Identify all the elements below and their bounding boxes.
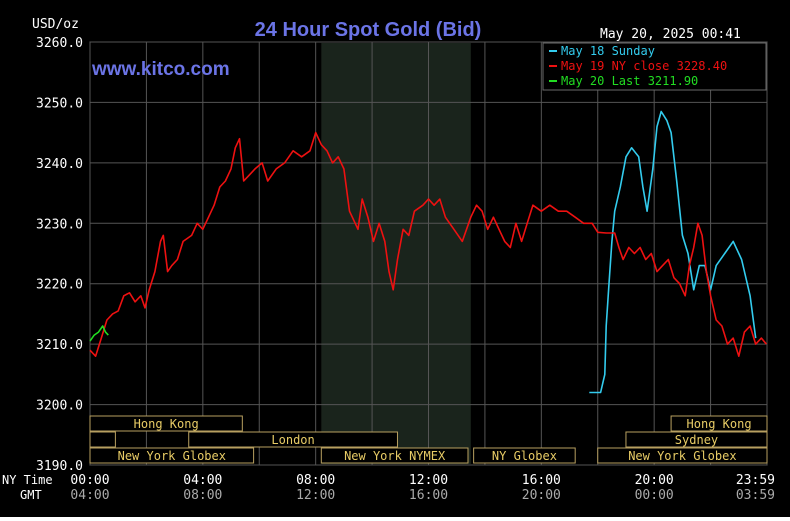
legend-box xyxy=(542,42,767,91)
y-tick-label: 3190.0 xyxy=(36,459,83,474)
nymex-shade xyxy=(321,43,471,464)
series-line xyxy=(589,110,757,394)
ny-time-row-label: NY Time xyxy=(2,473,53,487)
chart-ylabel: USD/oz xyxy=(32,17,79,32)
x-tick-labels: 00:0004:0004:0008:0008:0012:0012:0016:00… xyxy=(70,473,775,503)
x-tick-label-gmt: 08:00 xyxy=(183,488,222,503)
session-label: London xyxy=(271,433,314,447)
x-tick-label-gmt: 12:00 xyxy=(296,488,335,503)
session-bar xyxy=(188,431,398,448)
x-tick-label-ny: 08:00 xyxy=(296,473,335,488)
session-label: New York NYMEX xyxy=(344,449,446,463)
legend-entry: May 20 Last 3211.90 xyxy=(561,74,698,88)
session-bars: Hong Kong Hong Kong London Sydney New York G… xyxy=(89,415,768,464)
session-label: Hong Kong xyxy=(134,417,199,431)
x-tick-label-ny: 12:00 xyxy=(409,473,448,488)
session-bar xyxy=(597,447,768,464)
nymex-session-shade xyxy=(321,43,471,464)
session-bar xyxy=(625,431,768,448)
legend-entry: May 18 Sunday xyxy=(561,44,655,58)
series-line xyxy=(89,325,109,342)
session-label: Hong Kong xyxy=(687,417,752,431)
x-tick-label-ny: 04:00 xyxy=(183,473,222,488)
y-tick-label: 3250.0 xyxy=(36,96,83,111)
x-tick-label-gmt: 16:00 xyxy=(409,488,448,503)
series-lines xyxy=(89,110,768,394)
y-tick-label: 3200.0 xyxy=(36,399,83,414)
y-tick-label: 3260.0 xyxy=(36,36,83,51)
session-label: New York Globex xyxy=(628,449,736,463)
x-tick-label-gmt: 00:00 xyxy=(635,488,674,503)
y-tick-label: 3210.0 xyxy=(36,338,83,353)
series-line xyxy=(89,131,768,357)
chart-title: 24 Hour Spot Gold (Bid) xyxy=(255,19,482,41)
y-tick-label: 3220.0 xyxy=(36,278,83,293)
session-bar xyxy=(320,447,469,464)
y-tick-label: 3230.0 xyxy=(36,217,83,232)
x-tick-label-gmt: 04:00 xyxy=(70,488,109,503)
y-tick-labels: 3190.0 3200.0 3210.0 3220.0 3230.0 3240.0 3250… xyxy=(36,36,83,474)
session-bar xyxy=(89,447,255,464)
session-bar xyxy=(473,447,576,464)
session-label: Sydney xyxy=(675,433,718,447)
x-tick-label-ny: 20:00 xyxy=(635,473,674,488)
x-tick-label-ny: 16:00 xyxy=(522,473,561,488)
session-bar xyxy=(670,415,768,432)
session-label: New York Globex xyxy=(118,449,226,463)
x-tick-label-gmt: 20:00 xyxy=(522,488,561,503)
x-tick-label-ny: 23:59 xyxy=(736,473,775,488)
chart-timestamp: May 20, 2025 00:41 xyxy=(600,27,741,42)
x-tick-label-gmt: 03:59 xyxy=(736,488,775,503)
session-bar xyxy=(89,431,116,448)
y-tick-label: 3240.0 xyxy=(36,157,83,172)
session-label: NY Globex xyxy=(492,449,557,463)
website-label: www.kitco.com xyxy=(91,59,230,80)
gmt-row-label: GMT xyxy=(20,488,42,502)
x-tick-label-ny: 00:00 xyxy=(70,473,109,488)
session-bar xyxy=(89,415,243,432)
legend-entry: May 19 NY close 3228.40 xyxy=(561,59,727,73)
